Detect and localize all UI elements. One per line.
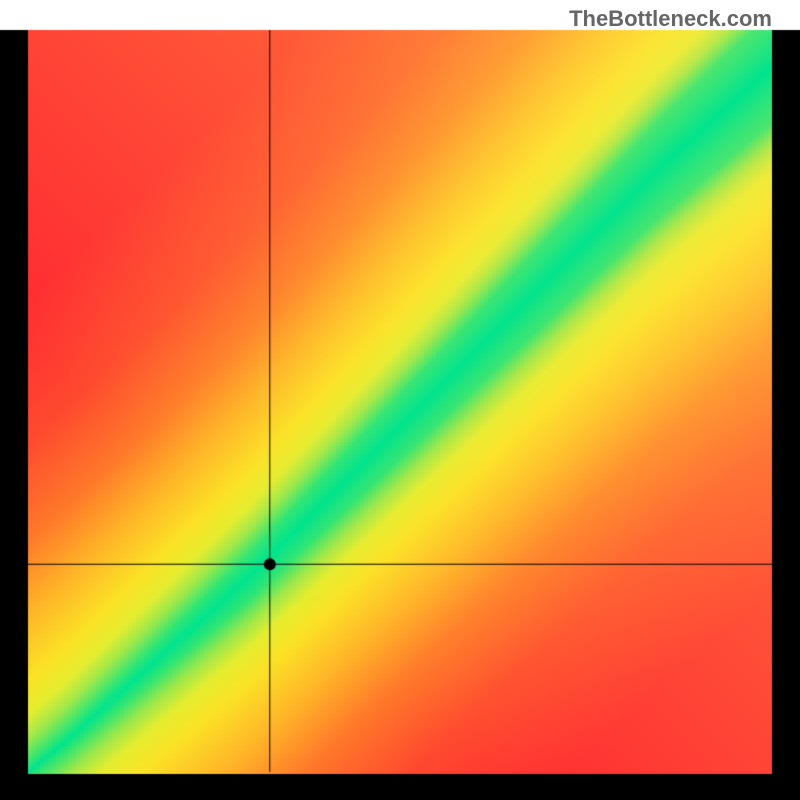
watermark-text: TheBottleneck.com <box>569 6 772 32</box>
bottleneck-heatmap <box>0 0 800 800</box>
chart-container: TheBottleneck.com <box>0 0 800 800</box>
